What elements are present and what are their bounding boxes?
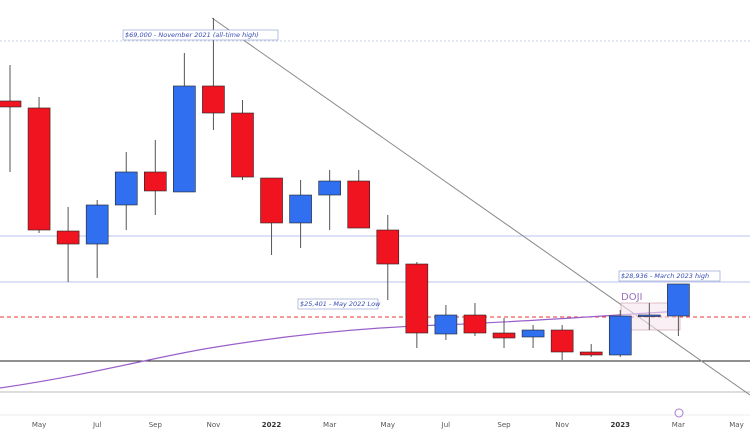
candle-body xyxy=(521,329,545,338)
candle-body xyxy=(608,315,632,356)
annotation-box xyxy=(122,29,279,41)
candle-body xyxy=(376,229,400,265)
annotation-box xyxy=(618,270,721,282)
candle-body xyxy=(550,329,574,353)
x-tick-label: May xyxy=(381,421,395,429)
x-tick-label: Jul xyxy=(92,421,102,429)
candle-body xyxy=(202,85,225,114)
annotation-box xyxy=(297,298,379,310)
candle-body xyxy=(347,180,371,229)
annotation: DOJI xyxy=(621,292,642,303)
x-tick-label: Sep xyxy=(149,421,163,429)
event-icon xyxy=(674,408,684,418)
moving-average xyxy=(0,310,681,389)
x-tick-label: 2022 xyxy=(262,421,282,429)
candle-body xyxy=(0,100,22,108)
x-tick-label: Nov xyxy=(207,421,221,429)
candle-body xyxy=(289,194,312,224)
candle-body xyxy=(27,107,51,231)
candle-body xyxy=(638,314,661,317)
candle-body xyxy=(667,283,690,317)
annotation: $28,936 - March 2023 high xyxy=(621,272,709,280)
candle-body xyxy=(173,85,196,193)
candle-body xyxy=(260,177,283,224)
x-tick-label: Jul xyxy=(441,421,451,429)
x-tick-label: Mar xyxy=(672,421,685,429)
x-tick-label: May xyxy=(729,421,743,429)
x-tick-label: May xyxy=(32,421,46,429)
candle-body xyxy=(56,230,80,245)
candle-body xyxy=(405,263,429,334)
candle-body xyxy=(318,180,341,196)
candle-body xyxy=(579,351,603,356)
x-tick-label: 2023 xyxy=(611,421,631,429)
candle-body xyxy=(85,204,109,245)
candle-body xyxy=(434,314,458,335)
candle-body xyxy=(231,112,254,178)
x-tick-label: Nov xyxy=(555,421,569,429)
annotation: $25,401 - May 2022 Low xyxy=(300,300,381,308)
x-tick-label: Sep xyxy=(497,421,511,429)
annotation: $69,000 - November 2021 (all-time high) xyxy=(125,31,259,39)
candle-body xyxy=(114,171,138,206)
x-tick-label: Mar xyxy=(323,421,336,429)
candle-body xyxy=(463,314,487,334)
trend-line xyxy=(211,17,750,396)
candle-body xyxy=(492,332,516,339)
candle-body xyxy=(144,171,167,192)
